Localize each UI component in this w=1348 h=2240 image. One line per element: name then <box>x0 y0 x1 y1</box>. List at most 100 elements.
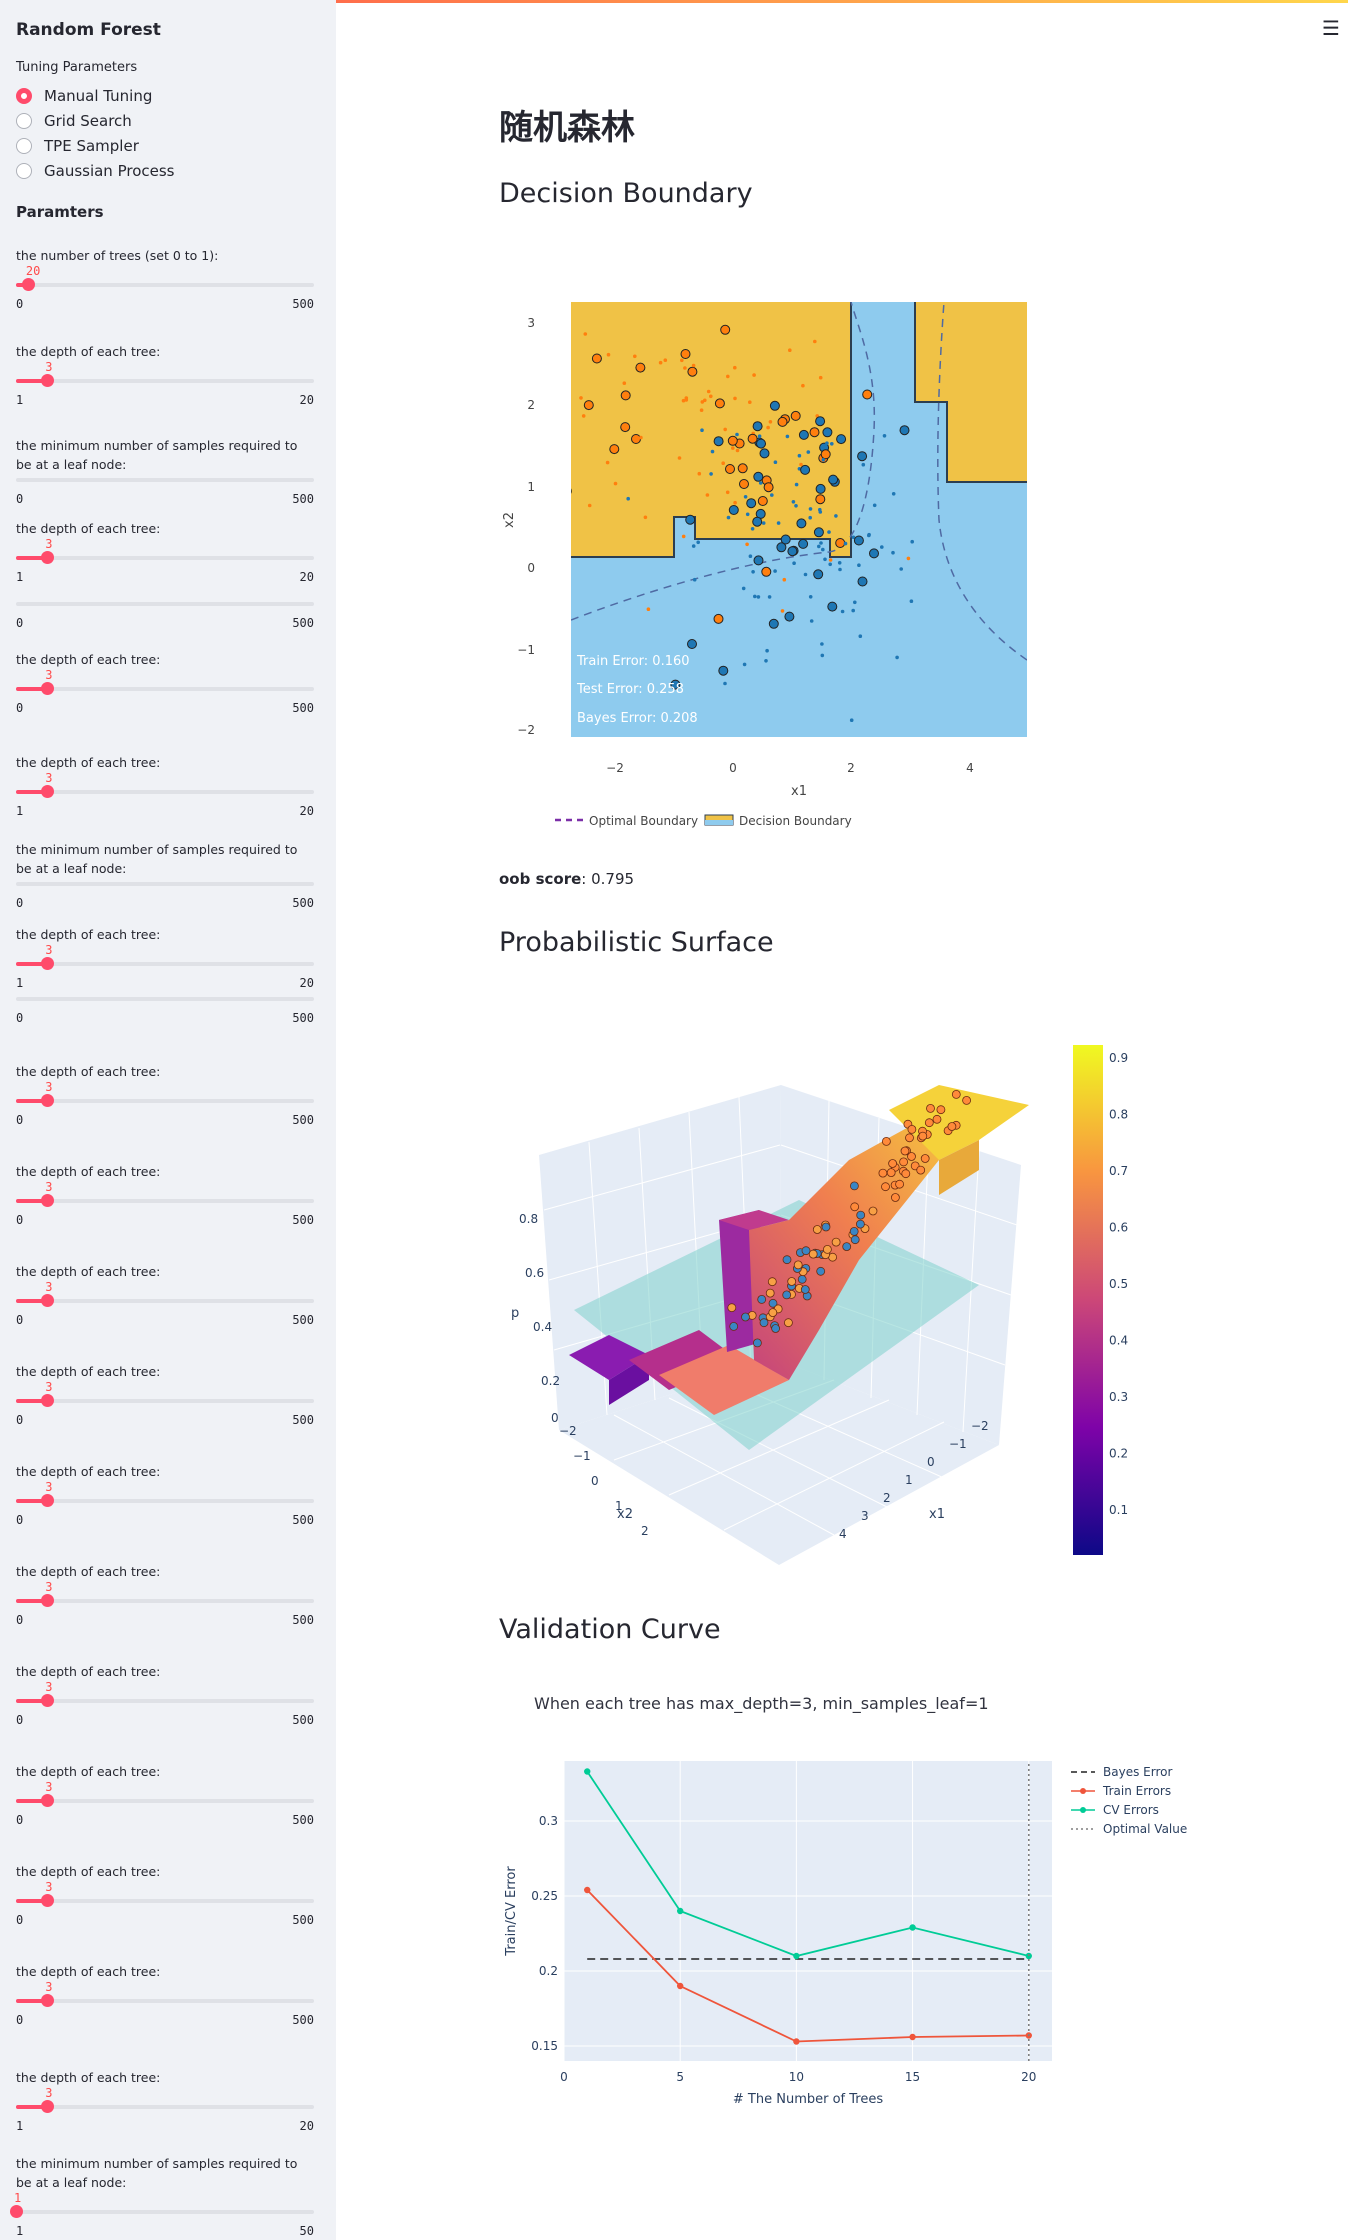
hamburger-menu-icon[interactable]: ☰ <box>1322 16 1340 40</box>
y-tick-label: 0.15 <box>531 2039 558 2053</box>
radio-grid-search[interactable]: Grid Search <box>16 110 132 132</box>
slider-track[interactable] <box>16 882 314 886</box>
slider-track[interactable] <box>16 1994 314 2007</box>
slider-track[interactable] <box>10 2205 314 2218</box>
radio-gaussian-process[interactable]: Gaussian Process <box>16 160 175 182</box>
class1-point <box>709 394 713 399</box>
colorbar-tick-label: 0.7 <box>1109 1164 1128 1178</box>
class1-point <box>681 534 686 539</box>
class1-point <box>713 613 724 624</box>
class0-point <box>823 557 827 562</box>
slider-track[interactable] <box>16 1094 314 1107</box>
slider-thumb[interactable] <box>41 1594 55 1607</box>
class0-point <box>761 521 766 525</box>
slider-track[interactable] <box>16 957 314 970</box>
y-tick-label: 0.25 <box>531 1889 558 1903</box>
class1-point <box>509 465 518 474</box>
class1-point <box>828 558 833 562</box>
class0-point <box>759 448 770 459</box>
slider-track[interactable] <box>16 1494 314 1507</box>
x-tick-label: 10 <box>789 2070 804 2084</box>
slider-thumb[interactable] <box>41 374 55 387</box>
slider-track[interactable] <box>16 1594 314 1607</box>
slider-max-label: 50 <box>299 2224 314 2238</box>
x2-tick-label: 0 <box>591 1474 599 1488</box>
slider-thumb[interactable] <box>41 2100 55 2113</box>
radio-tpe-sampler[interactable]: TPE Sampler <box>16 135 139 157</box>
surface-point <box>757 1294 767 1304</box>
legend-decision-swatch-blue <box>705 820 733 825</box>
slider-thumb[interactable] <box>41 1094 55 1107</box>
class1-point <box>809 427 820 438</box>
slider-track[interactable] <box>16 1194 314 1207</box>
colorbar <box>1073 1045 1103 1555</box>
slider-thumb[interactable] <box>41 682 55 695</box>
slider-current-value: 3 <box>45 360 53 374</box>
class0-point <box>910 539 914 544</box>
class1-point <box>747 433 758 444</box>
slider-label: the depth of each tree: <box>16 1164 161 1179</box>
class0-point <box>746 498 757 509</box>
slider-thumb[interactable] <box>21 278 35 291</box>
slider-min-label: 0 <box>16 701 24 715</box>
class0-point <box>813 569 824 580</box>
slider-current-value: 1 <box>14 2191 22 2205</box>
slider-track[interactable] <box>16 478 314 482</box>
slider-track[interactable] <box>16 785 314 798</box>
slider-thumb[interactable] <box>41 957 55 970</box>
colorbar-tick-label: 0.5 <box>1109 1277 1128 1291</box>
surface-tower-top <box>719 1210 789 1230</box>
slider-thumb[interactable] <box>41 1294 55 1307</box>
slider-thumb[interactable] <box>41 551 55 564</box>
class1-point <box>733 396 737 401</box>
class0-point <box>834 514 838 518</box>
class1-point <box>620 390 631 401</box>
slider-track[interactable] <box>16 602 314 606</box>
class0-point <box>757 434 762 438</box>
surface-low-block <box>569 1335 649 1380</box>
class1-point <box>562 411 566 415</box>
slider-thumb[interactable] <box>41 1894 55 1907</box>
slider-thumb[interactable] <box>41 785 55 798</box>
data-point <box>676 1982 684 1990</box>
slider-track[interactable] <box>16 551 314 564</box>
slider-track[interactable] <box>16 374 314 387</box>
radio-manual-tuning[interactable]: Manual Tuning <box>16 85 152 107</box>
slider-track[interactable] <box>16 1394 314 1407</box>
slider-track[interactable] <box>16 1294 314 1307</box>
slider-track[interactable] <box>16 2100 314 2113</box>
surface-point <box>816 1266 826 1276</box>
class0-point <box>821 547 825 552</box>
surface-point <box>759 1318 769 1328</box>
class1-point <box>820 449 831 460</box>
slider-thumb[interactable] <box>41 1794 55 1807</box>
slider-track[interactable] <box>16 1894 314 1907</box>
orange-region-right <box>915 302 1027 482</box>
slider-thumb[interactable] <box>41 1394 55 1407</box>
class0-point <box>756 595 761 599</box>
class0-point <box>847 740 851 744</box>
class0-point <box>785 434 790 439</box>
slider-track[interactable] <box>16 997 314 1001</box>
radio-label: TPE Sampler <box>44 137 139 155</box>
slider-thumb[interactable] <box>41 1494 55 1507</box>
slider-thumb[interactable] <box>10 2205 23 2218</box>
class1-point <box>757 496 768 506</box>
class0-point <box>853 600 857 605</box>
slider-label: the minimum number of samples required t… <box>16 438 298 472</box>
slider-min-label: 0 <box>16 1313 24 1327</box>
x-tick-label: 2 <box>847 761 855 775</box>
slider-track[interactable] <box>16 278 314 291</box>
slider-thumb[interactable] <box>41 1994 55 2007</box>
slider-thumb[interactable] <box>41 1694 55 1707</box>
slider-track[interactable] <box>16 1794 314 1807</box>
class1-point <box>777 416 788 427</box>
slider-track[interactable] <box>16 1694 314 1707</box>
data-point <box>584 1886 591 1894</box>
slider-thumb[interactable] <box>41 1194 55 1207</box>
class1-point <box>587 503 592 508</box>
class1-point <box>727 435 738 446</box>
legend-label: Optimal Value <box>1103 1822 1187 1836</box>
class0-point <box>857 563 861 567</box>
slider-track[interactable] <box>16 682 314 695</box>
